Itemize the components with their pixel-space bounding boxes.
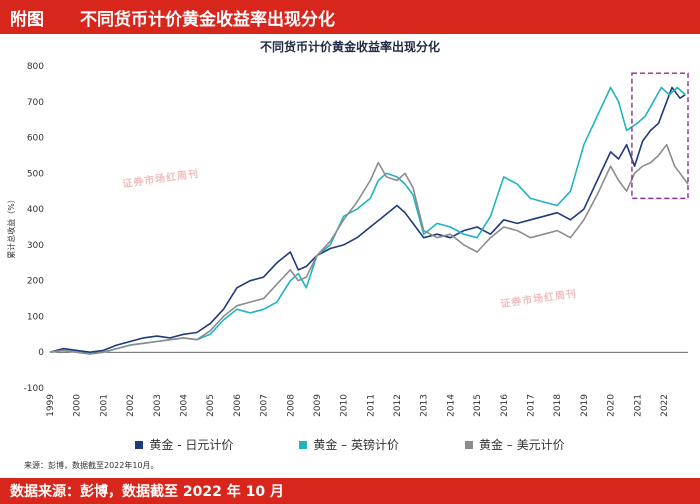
x-tick-label: 2008 — [286, 394, 296, 417]
x-tick-label: 2016 — [500, 394, 510, 417]
source-note: 来源：彭博，数据截至2022年10月。 — [24, 461, 159, 470]
legend-label-usd: 黄金 – 美元计价 — [478, 438, 565, 452]
legend-label-gbp: 黄金 – 英镑计价 — [313, 438, 399, 452]
figure-tag: 附图 — [10, 9, 44, 30]
y-tick-label: 600 — [27, 134, 44, 144]
y-tick-label: 400 — [27, 205, 44, 215]
x-tick-label: 2003 — [153, 394, 163, 417]
x-tick-label: 2017 — [527, 394, 537, 417]
legend-item-gbp: 黄金 – 英镑计价 — [299, 436, 399, 453]
x-tick-label: 2022 — [660, 394, 670, 417]
x-tick-label: 2015 — [473, 394, 483, 417]
series-line-gbp — [49, 86, 686, 355]
y-tick-label: 200 — [27, 277, 44, 287]
x-tick-label: 2018 — [553, 394, 563, 417]
highlight-box — [631, 72, 689, 200]
x-tick-label: 2004 — [179, 394, 189, 417]
x-tick-label: 2010 — [340, 394, 350, 417]
x-tick-label: 2019 — [580, 394, 590, 417]
x-tick-label: 2009 — [313, 394, 323, 417]
y-axis-label: 累计总收益（%） — [6, 195, 16, 259]
x-tick-label: 2014 — [446, 394, 456, 417]
y-tick-label: 100 — [27, 312, 44, 322]
header-bar: 附图 不同货币计价黄金收益率出现分化 — [0, 0, 700, 34]
x-tick-label: 2006 — [233, 394, 243, 417]
y-tick-label: -100 — [24, 384, 45, 394]
page-title: 不同货币计价黄金收益率出现分化 — [80, 9, 335, 30]
chart-title: 不同货币计价黄金收益率出现分化 — [259, 40, 440, 54]
series-line-jpy — [49, 86, 686, 353]
x-tick-label: 2000 — [73, 394, 83, 417]
x-tick-label: 2021 — [633, 394, 643, 417]
footer-bar: 数据来源：彭博，数据截至 2022 年 10 月 — [0, 478, 700, 504]
y-tick-label: 800 — [27, 62, 44, 72]
y-tick-label: 300 — [27, 241, 44, 251]
x-tick-label: 2005 — [206, 394, 216, 417]
legend-item-usd: 黄金 – 美元计价 — [464, 436, 565, 453]
y-tick-label: 500 — [27, 169, 44, 179]
x-tick-label: 1999 — [46, 394, 56, 417]
y-tick-label: 0 — [38, 348, 44, 358]
legend-label-jpy: 黄金 - 日元计价 — [149, 438, 234, 452]
legend-swatch-usd — [464, 440, 473, 449]
x-tick-label: 2007 — [260, 394, 270, 417]
x-tick-label: 2011 — [366, 394, 376, 417]
legend-swatch-gbp — [299, 440, 308, 449]
series-line-usd — [49, 143, 689, 355]
x-tick-label: 2002 — [126, 394, 136, 417]
x-tick-label: 2012 — [393, 394, 403, 417]
x-tick-label: 2013 — [420, 394, 430, 417]
x-tick-label: 2001 — [99, 394, 109, 417]
y-tick-label: 700 — [27, 98, 44, 108]
chart-legend: 黄金 - 日元计价 黄金 – 英镑计价 黄金 – 美元计价 — [0, 436, 700, 453]
legend-item-jpy: 黄金 - 日元计价 — [135, 436, 233, 453]
footer-text: 数据来源：彭博，数据截至 2022 年 10 月 — [10, 484, 284, 500]
legend-swatch-jpy — [135, 440, 144, 449]
x-tick-label: 2020 — [607, 394, 617, 417]
